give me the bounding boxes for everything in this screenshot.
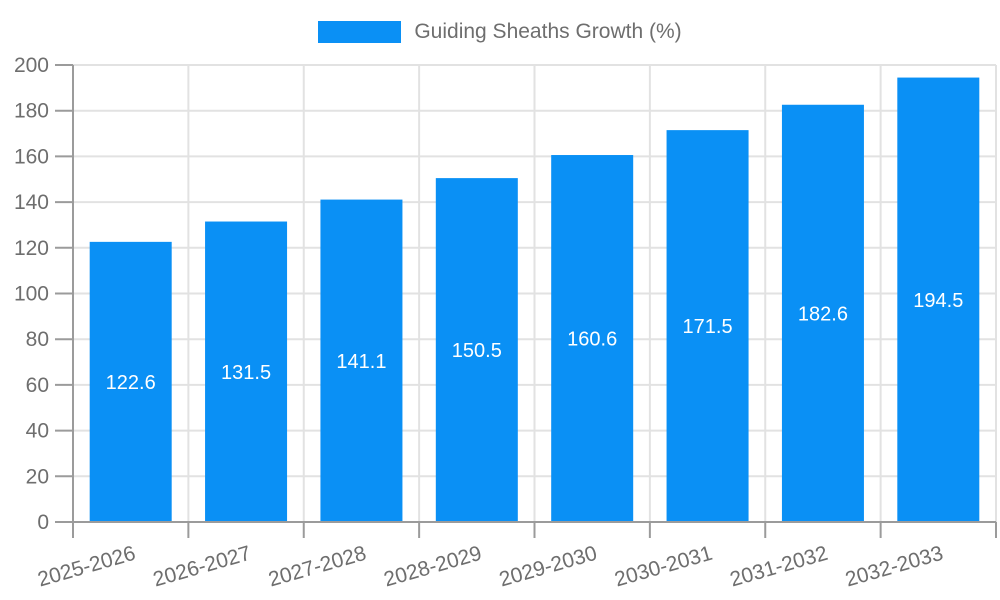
x-tick-label: 2025-2026 [35, 542, 138, 592]
bar-value-label: 182.6 [798, 303, 848, 325]
y-tick-label: 140 [14, 191, 49, 214]
y-tick-label: 200 [14, 54, 49, 77]
legend-swatch [318, 21, 402, 43]
y-tick-label: 60 [26, 374, 49, 397]
bar-value-label: 150.5 [452, 340, 502, 362]
y-tick-label: 160 [14, 145, 49, 168]
bar[interactable] [435, 178, 518, 523]
x-tick-label: 2029-2030 [497, 542, 600, 592]
x-tick-label: 2028-2029 [381, 542, 484, 592]
legend-label: Guiding Sheaths Growth (%) [414, 20, 682, 43]
y-tick-label: 180 [14, 100, 49, 123]
y-tick-label: 40 [26, 420, 49, 443]
bar-value-label: 194.5 [913, 290, 963, 312]
x-tick-label: 2032-2033 [843, 542, 946, 592]
bar[interactable] [781, 104, 864, 522]
x-tick-label: 2027-2028 [266, 542, 369, 592]
bar-value-label: 131.5 [221, 362, 271, 384]
bar[interactable] [89, 241, 172, 522]
y-tick-label: 80 [26, 328, 49, 351]
y-tick-label: 20 [26, 465, 49, 488]
bar[interactable] [205, 221, 288, 522]
bar[interactable] [320, 199, 403, 523]
legend[interactable]: Guiding Sheaths Growth (%) [0, 20, 1000, 44]
y-tick-label: 0 [37, 511, 49, 534]
x-tick-label: 2026-2027 [151, 542, 254, 592]
bar[interactable] [551, 155, 634, 523]
bar-value-label: 160.6 [567, 329, 617, 351]
bar[interactable] [666, 130, 749, 522]
y-tick-label: 120 [14, 237, 49, 260]
x-tick-label: 2031-2032 [727, 542, 830, 592]
bar-value-label: 171.5 [683, 316, 733, 338]
bar-value-label: 122.6 [106, 372, 156, 394]
bar-value-label: 141.1 [336, 351, 386, 373]
y-tick-label: 100 [14, 283, 49, 306]
bar[interactable] [897, 77, 980, 522]
x-tick-label: 2030-2031 [612, 542, 715, 592]
